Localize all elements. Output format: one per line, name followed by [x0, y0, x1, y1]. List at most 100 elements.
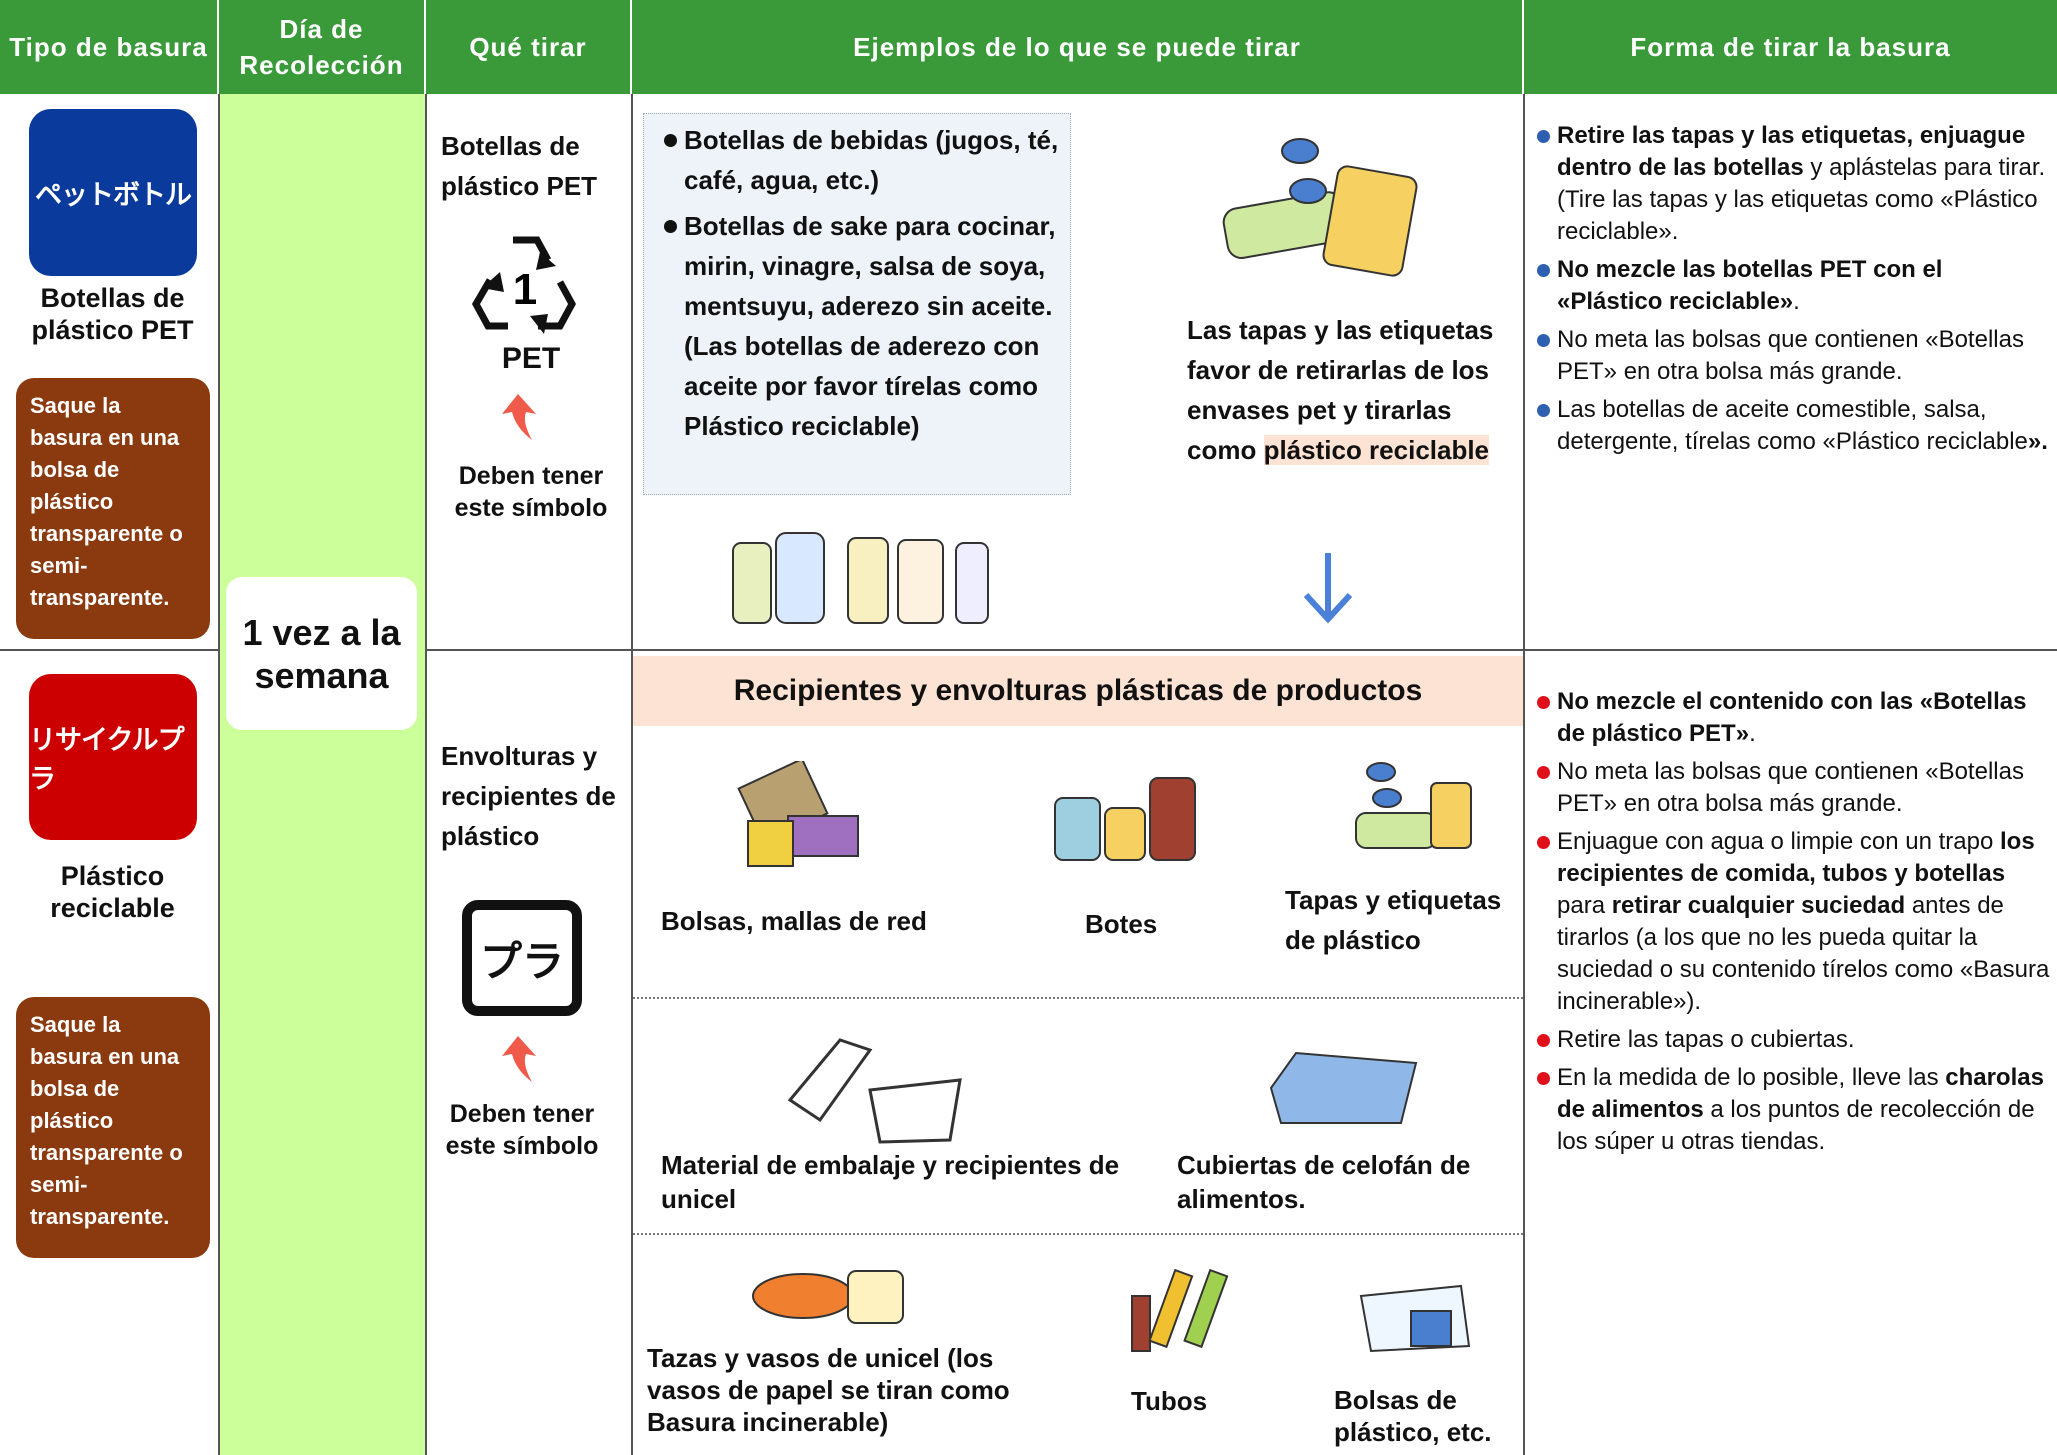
column-line: [1523, 94, 1525, 1455]
bullet: [1537, 404, 1550, 417]
example-item: Botellas de bebidas (jugos, té, café, ag…: [662, 120, 1062, 200]
disposal-text: No meta las bolsas que contienen «Botell…: [1557, 758, 2024, 817]
disposal-item: Enjuague con agua o limpie con un trapo …: [1535, 826, 2053, 1018]
what-to-throw: Envolturas y recipientes de plástico: [441, 741, 616, 851]
bullet: [1537, 334, 1550, 347]
example-label: Material de embalaje y recipientes de un…: [661, 1150, 1120, 1214]
instruction: Saque la basura en una bolsa de plástico…: [16, 378, 210, 639]
bullet: [1537, 836, 1550, 849]
type-name: Botellas de plástico PET: [31, 283, 194, 345]
instruction: Saque la basura en una bolsa de plástico…: [16, 997, 210, 1258]
bullet: [1537, 1034, 1550, 1047]
example-text: Botellas de sake para cocinar, mirin, vi…: [684, 211, 1056, 441]
recycle-symbol: 1: [471, 236, 576, 334]
illustration: [1359, 1284, 1471, 1353]
disposal-text: No mezcle el contenido con las «Botellas…: [1557, 688, 2027, 747]
bullet: [1537, 130, 1550, 143]
disposal-item: No mezcle el contenido con las «Botellas…: [1535, 686, 2053, 750]
disposal-item: En la medida de lo posible, lleve las ch…: [1535, 1062, 2053, 1158]
example-label: Bolsas, mallas de red: [661, 906, 927, 936]
collection-day: 1 vez a la semana: [226, 577, 417, 730]
bullet: [1537, 1072, 1550, 1085]
note: Las tapas y las etiquetas favor de retir…: [1187, 310, 1497, 470]
divider: [633, 1233, 1523, 1235]
arrow: [502, 394, 536, 440]
symbol-note: Deben tener este símbolo: [454, 462, 608, 522]
header-cell: Tipo de basura: [0, 0, 219, 94]
example-text: Botellas de bebidas (jugos, té, café, ag…: [684, 125, 1059, 195]
caps-illustration: [1222, 138, 1418, 277]
disposal-text: Retire las tapas o cubiertas.: [1557, 1026, 1855, 1053]
disposal-text: .: [1793, 288, 1800, 315]
illustration: [1269, 1051, 1418, 1124]
disposal-text: para: [1557, 892, 1612, 919]
column-line: [425, 94, 427, 1455]
disposal-text: No mezcle las botellas PET con el «Plást…: [1557, 256, 1943, 315]
disposal-text: No meta las bolsas que contienen «Botell…: [1557, 326, 2024, 385]
bullet: [1537, 766, 1550, 779]
example-label: Tazas y vasos de unicel (los vasos de pa…: [647, 1343, 1010, 1437]
type-badge: ペットボトル: [29, 109, 197, 276]
column-line: [631, 94, 633, 1455]
example-label: Tubos: [1131, 1386, 1208, 1416]
note-highlight: plástico reciclable: [1263, 435, 1490, 465]
symbol-note: Deben tener este símbolo: [445, 1100, 599, 1160]
arrow: [1303, 553, 1353, 624]
disposal-text: antes de tirarlos (a los que no les pued…: [1557, 892, 2050, 1015]
header-cell: Forma de tirar la basura: [1524, 0, 2057, 94]
disposal-text: En la medida de lo posible, lleve las: [1557, 1064, 1946, 1091]
disposal-item: No mezcle las botellas PET con el «Plást…: [1535, 254, 2050, 318]
bullet: [1537, 696, 1550, 709]
type-badge: リサイクルプラ: [29, 674, 197, 840]
header-cell: Qué tirar: [426, 0, 632, 94]
note-text: Las tapas y las etiquetas favor de retir…: [1187, 315, 1494, 465]
symbol-label: PET: [501, 342, 561, 375]
example-label: Cubiertas de celofán de alimentos.: [1177, 1150, 1471, 1214]
example-item: Botellas de sake para cocinar, mirin, vi…: [662, 206, 1062, 446]
disposal-item: Las botellas de aceite comestible, salsa…: [1535, 394, 2050, 458]
bullet: [664, 220, 677, 233]
disposal-text: Las botellas de aceite comestible, salsa…: [1557, 396, 2028, 455]
disposal-list: Retire las tapas y las etiquetas, enjuag…: [1535, 120, 2050, 464]
column-line: [218, 94, 220, 1455]
example-label: Botes: [1085, 909, 1158, 939]
pla-symbol: プラ: [462, 900, 582, 1016]
examples-heading: Recipientes y envolturas plásticas de pr…: [633, 656, 1523, 726]
bullet: [664, 134, 677, 147]
illustration: [752, 1270, 904, 1324]
arrow: [502, 1036, 536, 1082]
illustration: [737, 761, 859, 867]
illustration: [1355, 762, 1472, 849]
header-cell: Ejemplos de lo que se puede tirar: [632, 0, 1524, 94]
disposal-item: No meta las bolsas que contienen «Botell…: [1535, 324, 2050, 388]
row-line: [0, 649, 219, 651]
what-to-throw: Botellas de plástico PET: [441, 131, 598, 201]
bullet: [1537, 264, 1550, 277]
disposal-item: Retire las tapas y las etiquetas, enjuag…: [1535, 120, 2050, 248]
disposal-text: charolas de alimentos: [1557, 1064, 2044, 1123]
disposal-list: No mezcle el contenido con las «Botellas…: [1535, 686, 2053, 1164]
illustration: [787, 1038, 962, 1144]
example-label: Bolsas de plástico, etc.: [1334, 1385, 1492, 1447]
row-line: [426, 649, 2057, 651]
disposal-item: Retire las tapas o cubiertas.: [1535, 1024, 2053, 1056]
header-cell: Día de Recolección: [219, 0, 426, 94]
disposal-text: retirar cualquier suciedad: [1611, 892, 1906, 919]
illustration: [1054, 777, 1196, 861]
symbol-number: 1: [513, 265, 537, 314]
disposal-text: los recipientes de comida, tubos y botel…: [1557, 828, 2035, 887]
disposal-text: ».: [2027, 428, 2048, 455]
bottles-illustration: [732, 532, 989, 624]
disposal-text: Enjuague con agua o limpie con un trapo: [1557, 828, 2000, 855]
type-name: Plástico reciclable: [50, 861, 175, 923]
disposal-text: .: [1749, 720, 1756, 747]
disposal-text: Retire las tapas y las etiquetas, enjuag…: [1557, 122, 2026, 181]
disposal-text: y aplástelas para tirar. (Tire las tapas…: [1557, 154, 2046, 245]
disposal-text: a los puntos de recolección de los súper…: [1557, 1096, 2035, 1155]
example-box: [643, 113, 1071, 495]
illustration: [1131, 1268, 1229, 1352]
disposal-item: No meta las bolsas que contienen «Botell…: [1535, 756, 2053, 820]
example-label: Tapas y etiquetas de plástico: [1285, 885, 1502, 955]
divider: [633, 997, 1523, 999]
